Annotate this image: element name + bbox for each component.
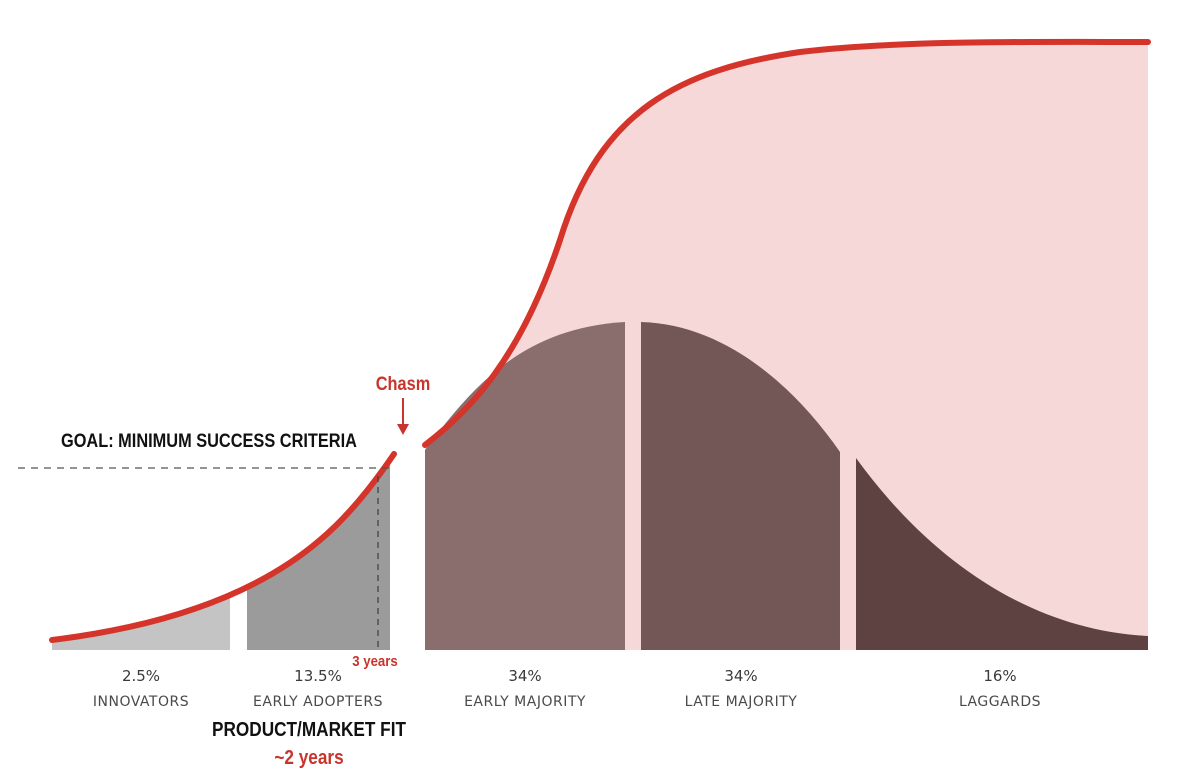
segment-late-majority <box>641 322 840 650</box>
innovators-percent: 2.5% <box>121 667 161 685</box>
segment-early-majority <box>425 322 625 650</box>
innovators-label: INNOVATORS <box>92 694 190 710</box>
early-majority-label: EARLY MAJORITY <box>464 694 586 710</box>
adoption-curve-majority <box>422 38 1151 448</box>
three-years-label: 3 years <box>352 653 398 670</box>
early-adopters-percent: 13.5% <box>294 667 342 685</box>
two-years-label: ~2 years <box>274 747 344 769</box>
chasm-label: Chasm <box>375 374 431 395</box>
segment-innovators <box>52 596 230 650</box>
product-market-fit-label: PRODUCT/MARKET FIT <box>212 719 406 741</box>
laggards-percent: 16% <box>983 667 1017 685</box>
segment-laggards <box>856 458 1148 650</box>
early-majority-percent: 34% <box>508 667 542 685</box>
late-majority-percent: 34% <box>724 667 758 685</box>
laggards-label: LAGGARDS <box>958 694 1042 710</box>
goal-label: GOAL: MINIMUM SUCCESS CRITERIA <box>61 431 357 452</box>
adoption-curve-early <box>49 451 397 643</box>
late-majority-label: LATE MAJORITY <box>684 694 798 710</box>
early-adopters-label: EARLY ADOPTERS <box>253 694 383 710</box>
chasm-arrow-icon <box>397 398 409 435</box>
